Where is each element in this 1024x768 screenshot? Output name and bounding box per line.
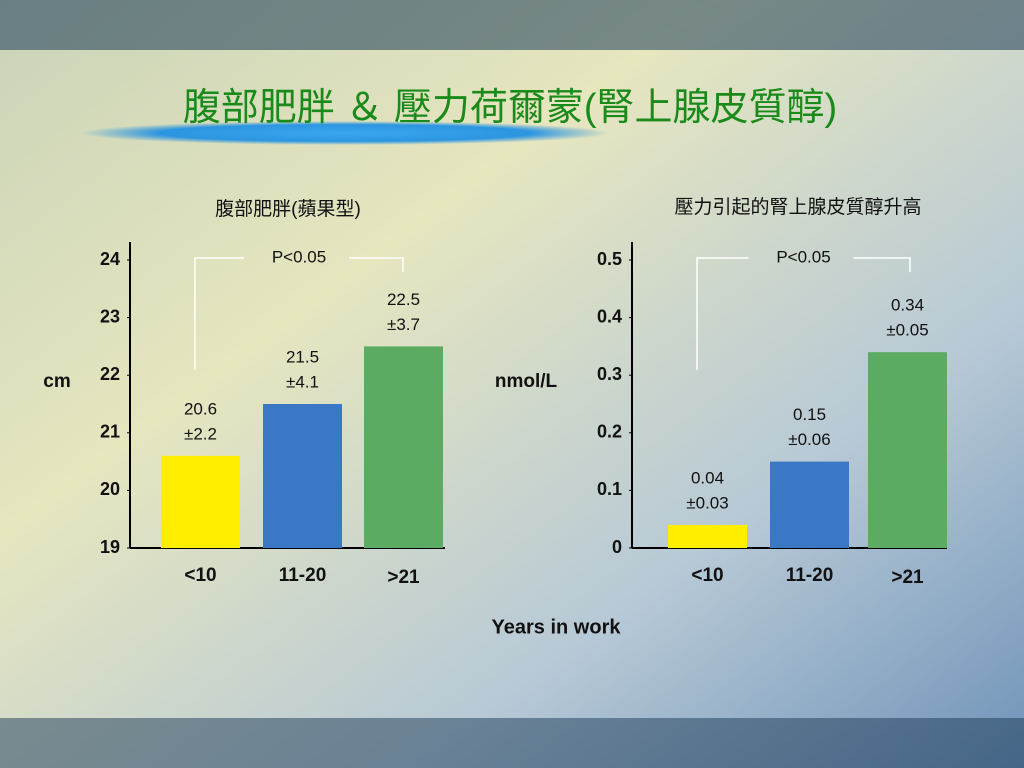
bar xyxy=(161,455,240,548)
bar xyxy=(668,524,747,548)
slide-title: 腹部肥胖 ＆ 壓力荷爾蒙(腎上腺皮質醇) xyxy=(183,87,837,129)
x-tick-label: >21 xyxy=(891,567,924,588)
y-tick-label: 20 xyxy=(100,479,120,499)
sd-label: ±0.03 xyxy=(686,493,728,512)
annotation: P<0.05 xyxy=(776,247,830,266)
sd-label: ±3.7 xyxy=(387,315,420,334)
value-label: 0.15 xyxy=(793,405,826,424)
value-label: 0.04 xyxy=(691,468,724,487)
y-tick-label: 22 xyxy=(100,364,120,384)
y-tick-label: 21 xyxy=(100,422,120,442)
y-axis-label: cm xyxy=(43,371,70,392)
annotation: P<0.05 xyxy=(272,247,326,266)
y-axis-label: nmol/L xyxy=(495,371,558,392)
y-tick-label: 19 xyxy=(100,537,120,557)
x-tick-label: 11-20 xyxy=(279,565,327,586)
bar xyxy=(868,352,947,548)
top-band xyxy=(0,0,1024,50)
y-tick-label: 0.1 xyxy=(597,479,622,499)
sd-label: ±0.05 xyxy=(886,321,928,340)
chart-title: 腹部肥胖(蘋果型) xyxy=(215,198,361,220)
bar xyxy=(263,404,342,548)
bottom-band xyxy=(0,718,1024,768)
sd-label: ±0.06 xyxy=(788,430,830,449)
value-label: 21.5 xyxy=(286,347,319,366)
chart-title: 壓力引起的腎上腺皮質醇升高 xyxy=(674,196,921,218)
bracket xyxy=(194,257,404,370)
y-tick-label: 0 xyxy=(612,537,622,557)
x-tick-label: >21 xyxy=(387,567,420,588)
bracket xyxy=(696,257,911,370)
x-tick-label: <10 xyxy=(691,565,723,586)
bar xyxy=(364,346,443,548)
x-tick-label: 11-20 xyxy=(786,565,834,586)
y-tick-label: 0.2 xyxy=(597,422,622,442)
y-tick-label: 0.5 xyxy=(597,249,622,269)
y-tick-label: 24 xyxy=(100,249,120,269)
title-underline xyxy=(80,121,610,145)
sd-label: ±4.1 xyxy=(286,372,319,391)
y-tick-label: 23 xyxy=(100,306,120,326)
sd-label: ±2.2 xyxy=(184,424,217,443)
x-axis-label: Years in work xyxy=(492,616,622,638)
y-tick-label: 0.4 xyxy=(597,306,622,326)
bar xyxy=(770,461,849,548)
value-label: 20.6 xyxy=(184,399,217,418)
y-tick-label: 0.3 xyxy=(597,364,622,384)
value-label: 0.34 xyxy=(891,296,924,315)
value-label: 22.5 xyxy=(387,290,420,309)
x-tick-label: <10 xyxy=(184,565,216,586)
